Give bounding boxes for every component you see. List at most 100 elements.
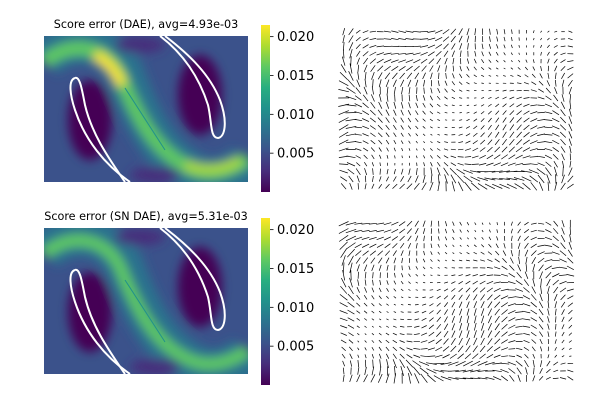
vector-arrow (451, 96, 456, 100)
vector-arrow (452, 221, 455, 226)
vector-arrow (393, 132, 397, 137)
vector-arrow (443, 323, 449, 330)
vector-arrow (436, 302, 441, 307)
vector-arrow (495, 131, 500, 138)
vector-arrow (430, 133, 433, 136)
vector-arrow (354, 222, 363, 225)
vector-arrow (362, 102, 369, 109)
vector-arrow (500, 162, 509, 167)
vector-arrow (430, 243, 433, 248)
vector-arrow (414, 325, 420, 328)
vector-arrow (443, 43, 449, 50)
vector-arrow (345, 104, 357, 107)
vector-arrow (377, 132, 383, 138)
vector-arrow (362, 51, 369, 57)
vector-arrow (487, 294, 493, 301)
vector-arrow (458, 133, 463, 136)
vector-arrow (552, 147, 560, 152)
vector-arrow (562, 160, 565, 168)
vector-arrow (538, 80, 544, 86)
vector-arrow (486, 287, 494, 293)
vector-arrow (440, 362, 452, 366)
vector-arrow (342, 42, 345, 51)
vector-arrow (340, 248, 347, 258)
vector-arrow (377, 109, 383, 116)
vector-arrow (418, 361, 430, 366)
vector-arrow (370, 374, 376, 383)
vector-arrow (356, 79, 361, 87)
vector-arrow (438, 72, 440, 80)
vector-arrow (529, 175, 539, 183)
vector-arrow (560, 234, 566, 242)
vector-arrow (529, 148, 538, 151)
vector-arrow (502, 250, 507, 256)
vector-arrow (530, 294, 537, 301)
vector-arrow (544, 111, 553, 114)
vector-arrow (484, 177, 496, 181)
vector-arrow (369, 58, 377, 64)
vector-arrow (443, 155, 449, 159)
vector-arrow (530, 182, 538, 191)
vector-arrow (392, 176, 397, 182)
vector-arrow (540, 44, 543, 48)
vector-arrow (547, 331, 550, 337)
vector-arrow (398, 66, 406, 71)
vector-arrow (501, 331, 508, 337)
vector-arrow (501, 316, 508, 323)
vector-arrow (415, 281, 418, 284)
vector-arrow (466, 222, 470, 226)
vector-arrow (515, 325, 523, 328)
vector-arrow (540, 37, 543, 41)
vector-arrow (385, 109, 390, 116)
vector-arrow (538, 376, 544, 381)
vector-arrow (451, 323, 456, 331)
vector-arrow (474, 237, 477, 240)
vector-arrow (567, 376, 574, 381)
vector-arrow (364, 347, 367, 351)
vector-arrow (378, 79, 382, 88)
vector-arrow (530, 332, 537, 337)
colorbar-ticks-dae: 0.005 0.010 0.015 0.020 (270, 30, 314, 162)
vector-arrow (544, 154, 552, 159)
vector-arrow (340, 64, 347, 73)
vector-arrow (459, 119, 463, 121)
vector-arrow (480, 330, 485, 338)
vector-arrow (422, 228, 426, 234)
vector-arrow (364, 366, 367, 375)
vector-arrow (561, 339, 565, 344)
vector-arrow (470, 369, 481, 373)
vector-arrow (481, 74, 485, 77)
vector-arrow (524, 66, 528, 71)
vector-arrow (458, 301, 463, 308)
vector-arrow (363, 295, 368, 300)
vector-arrow (465, 133, 471, 137)
vector-arrow (400, 176, 405, 182)
vector-arrow (444, 251, 448, 255)
vector-arrow (364, 183, 367, 190)
vector-arrow (364, 287, 368, 293)
vector-arrow (560, 146, 566, 153)
vector-arrow (510, 74, 514, 77)
vector-arrow (342, 374, 345, 382)
vector-arrow (466, 111, 470, 114)
vector-arrow (567, 45, 573, 48)
vector-arrow (486, 154, 494, 160)
vector-arrow (459, 259, 463, 262)
vector-arrow (400, 318, 405, 321)
vector-arrow (507, 361, 517, 366)
vector-arrow (419, 367, 429, 375)
vector-arrow (376, 236, 384, 241)
vector-arrow (554, 354, 558, 358)
vector-arrow (430, 126, 433, 129)
vector-arrow (473, 330, 477, 339)
vector-arrow (466, 259, 470, 262)
vector-arrow (429, 95, 433, 101)
vector-arrow (385, 373, 390, 384)
vector-arrow (421, 182, 427, 191)
vector-arrow (363, 302, 368, 307)
vector-arrow (517, 221, 521, 226)
vector-arrow (369, 243, 377, 248)
vector-arrow (430, 251, 433, 255)
vector-arrow (472, 140, 478, 145)
vector-arrow (518, 45, 520, 48)
